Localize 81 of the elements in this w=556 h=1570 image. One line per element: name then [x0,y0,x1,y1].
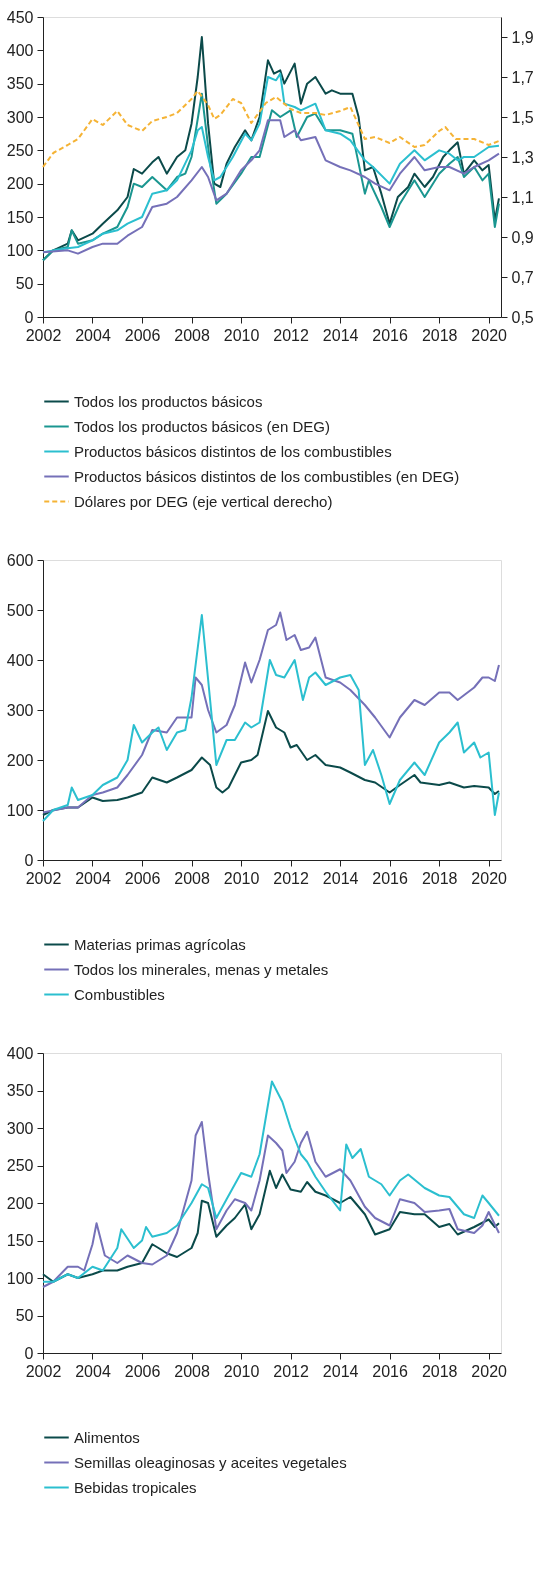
y-tick-label: 50 [15,275,34,293]
y-tick-label: 300 [6,108,34,126]
x-tick-label: 2008 [174,326,210,344]
x-tick-label: 2004 [75,326,111,344]
legend-label: Todos los productos básicos [74,392,263,410]
legend-label: Bebidas tropicales [74,1478,197,1496]
x-tick-label: 2008 [174,869,210,887]
x-tick-label: 2018 [421,869,458,887]
y-tick-label: 350 [6,1082,34,1099]
x-tick-label: 2020 [471,326,508,344]
y2-tick-label: 1,3 [511,148,534,166]
y2-tick-label: 0,9 [511,228,534,246]
x-tick-label: 2018 [421,1362,458,1380]
y2-tick-label: 1,5 [511,108,534,126]
y-tick-label: 0 [24,308,34,326]
y2-tick-label: 1,1 [511,188,534,206]
y-tick-label: 200 [6,175,34,193]
legend-label: Todos los minerales, menas y metales [74,960,329,978]
y2-tick-label: 1,9 [511,28,534,46]
line-series [42,1169,500,1283]
x-tick-label: 2010 [223,869,260,887]
line-series [42,710,500,816]
y-tick-label: 100 [6,801,34,819]
x-tick-label: 2012 [273,326,309,344]
legend-label: Combustibles [74,985,165,1003]
y2-tick-label: 1,7 [511,68,534,86]
x-tick-label: 2004 [75,869,111,887]
y-tick-label: 0 [24,1344,34,1362]
y-tick-label: 200 [6,1194,34,1212]
y-tick-label: 300 [6,1119,34,1137]
x-tick-label: 2012 [273,869,309,887]
y-tick-label: 100 [6,1269,34,1287]
y-tick-label: 100 [6,241,34,259]
y-tick-label: 400 [6,1044,34,1062]
x-tick-label: 2006 [124,869,161,887]
y-tick-label: 450 [6,8,34,26]
x-tick-label: 2012 [273,1362,309,1380]
x-tick-label: 2002 [25,1362,62,1380]
legend-label: Productos básicos distintos de los combustibles (en DEG) [74,467,460,485]
x-tick-label: 2008 [174,1362,210,1380]
x-tick-label: 2016 [372,326,409,344]
y-tick-label: 600 [6,551,34,569]
x-tick-label: 2020 [471,1362,508,1380]
x-tick-label: 2006 [124,326,161,344]
x-tick-label: 2010 [223,326,260,344]
legend-label: Alimentos [74,1428,140,1446]
x-tick-label: 2004 [75,1362,111,1380]
x-tick-label: 2018 [421,326,458,344]
x-tick-label: 2014 [322,326,359,344]
x-tick-label: 2016 [372,869,409,887]
y-tick-label: 150 [6,1232,34,1249]
y-tick-label: 250 [6,141,34,159]
legend-label: Productos básicos distintos de los combustibles [74,442,392,460]
y-tick-label: 150 [6,208,34,226]
y-tick-label: 400 [6,41,34,59]
y-tick-label: 300 [6,701,34,719]
x-tick-label: 2010 [223,1362,260,1380]
line-series [42,1080,500,1283]
x-tick-label: 2014 [322,1362,359,1380]
legend-label: Semillas oleaginosas y aceites vegetales [74,1453,347,1471]
y-tick-label: 350 [6,75,34,93]
legend-label: Dólares por DEG (eje vertical derecho) [74,492,333,510]
x-tick-label: 2016 [372,1362,409,1380]
x-tick-label: 2006 [124,1362,161,1380]
line-series [42,119,500,255]
y-tick-label: 500 [6,601,34,619]
x-tick-label: 2002 [25,326,62,344]
x-tick-label: 2002 [25,869,62,887]
y-tick-label: 250 [6,1157,34,1174]
y-tick-label: 400 [6,651,34,669]
line-series [42,90,500,168]
x-tick-label: 2020 [471,869,508,887]
y-tick-label: 0 [24,851,34,869]
y2-tick-label: 0,5 [511,308,534,326]
line-series [42,1121,500,1288]
y2-tick-label: 0,7 [511,268,534,286]
y-tick-label: 50 [15,1307,34,1324]
legend-label: Materias primas agrícolas [74,935,246,953]
x-tick-label: 2014 [322,869,359,887]
legend-label: Todos los productos básicos (en DEG) [74,417,330,435]
y-tick-label: 200 [6,751,34,769]
